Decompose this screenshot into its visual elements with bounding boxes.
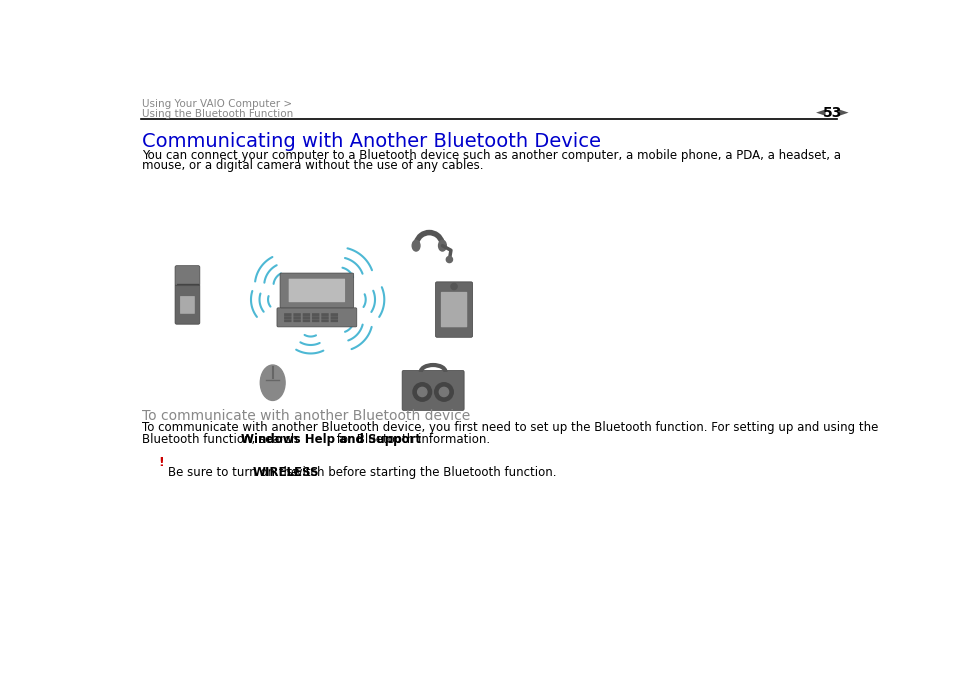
FancyBboxPatch shape xyxy=(280,273,354,308)
FancyBboxPatch shape xyxy=(435,282,472,337)
FancyBboxPatch shape xyxy=(321,316,329,319)
FancyBboxPatch shape xyxy=(331,316,337,319)
FancyBboxPatch shape xyxy=(284,313,292,316)
FancyBboxPatch shape xyxy=(294,313,300,316)
FancyBboxPatch shape xyxy=(302,319,310,322)
Text: Communicating with Another Bluetooth Device: Communicating with Another Bluetooth Dev… xyxy=(142,131,601,151)
FancyBboxPatch shape xyxy=(302,316,310,319)
FancyBboxPatch shape xyxy=(276,308,356,327)
FancyBboxPatch shape xyxy=(180,296,194,314)
FancyBboxPatch shape xyxy=(312,316,319,319)
Text: for Bluetooth information.: for Bluetooth information. xyxy=(334,433,490,446)
Text: To communicate with another Bluetooth device, you first need to set up the Bluet: To communicate with another Bluetooth de… xyxy=(142,421,878,434)
Text: mouse, or a digital camera without the use of any cables.: mouse, or a digital camera without the u… xyxy=(142,160,483,173)
Text: WIRELESS: WIRELESS xyxy=(252,466,318,479)
Ellipse shape xyxy=(412,240,419,251)
Text: Be sure to turn on the: Be sure to turn on the xyxy=(168,466,302,479)
Text: 53: 53 xyxy=(821,106,841,120)
FancyBboxPatch shape xyxy=(331,313,337,316)
FancyBboxPatch shape xyxy=(294,319,300,322)
FancyBboxPatch shape xyxy=(331,319,337,322)
FancyBboxPatch shape xyxy=(289,278,345,302)
Text: To communicate with another Bluetooth device: To communicate with another Bluetooth de… xyxy=(142,409,470,423)
Text: ►: ► xyxy=(839,106,848,119)
Text: Using the Bluetooth Function: Using the Bluetooth Function xyxy=(142,109,294,119)
Circle shape xyxy=(435,383,453,401)
FancyBboxPatch shape xyxy=(174,266,199,286)
Text: ◄: ◄ xyxy=(815,106,824,119)
Text: You can connect your computer to a Bluetooth device such as another computer, a : You can connect your computer to a Bluet… xyxy=(142,149,841,162)
Circle shape xyxy=(439,388,448,396)
FancyBboxPatch shape xyxy=(174,284,199,324)
FancyBboxPatch shape xyxy=(440,292,467,328)
Text: Windows Help and Support: Windows Help and Support xyxy=(241,433,421,446)
FancyBboxPatch shape xyxy=(321,313,329,316)
Circle shape xyxy=(413,383,431,401)
Ellipse shape xyxy=(260,365,285,400)
Circle shape xyxy=(451,283,456,290)
Text: Bluetooth function, search: Bluetooth function, search xyxy=(142,433,302,446)
FancyBboxPatch shape xyxy=(312,313,319,316)
FancyBboxPatch shape xyxy=(402,371,464,410)
Ellipse shape xyxy=(438,240,446,251)
FancyBboxPatch shape xyxy=(321,319,329,322)
FancyBboxPatch shape xyxy=(284,316,292,319)
FancyBboxPatch shape xyxy=(302,313,310,316)
FancyBboxPatch shape xyxy=(294,316,300,319)
Text: switch before starting the Bluetooth function.: switch before starting the Bluetooth fun… xyxy=(283,466,556,479)
Text: !: ! xyxy=(158,456,164,469)
Text: Using Your VAIO Computer >: Using Your VAIO Computer > xyxy=(142,99,293,109)
FancyBboxPatch shape xyxy=(284,319,292,322)
Circle shape xyxy=(417,388,427,396)
Circle shape xyxy=(446,256,452,263)
FancyBboxPatch shape xyxy=(312,319,319,322)
